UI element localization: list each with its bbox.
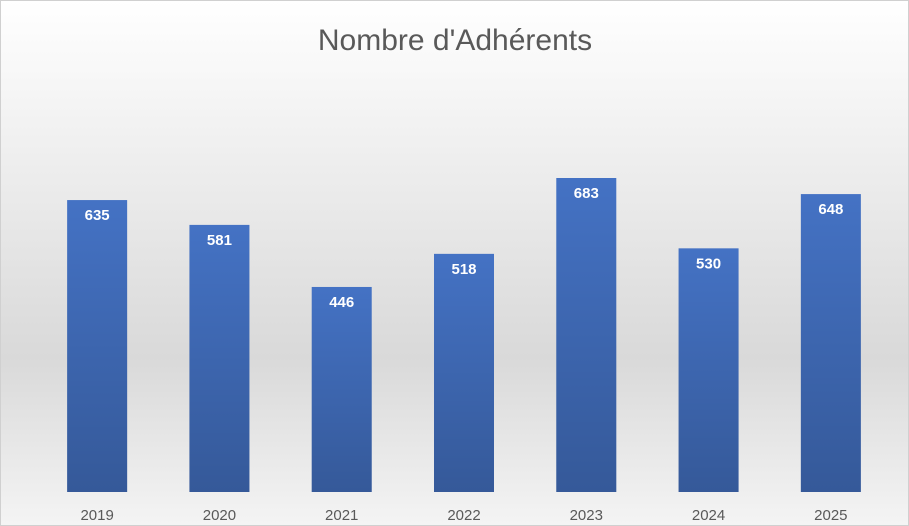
x-tick-label: 2024 — [692, 507, 725, 524]
bar — [311, 286, 372, 492]
x-tick-label: 2023 — [570, 507, 603, 524]
x-tick-label: 2021 — [325, 507, 358, 524]
x-tick-label: 2022 — [447, 507, 480, 524]
bar — [67, 200, 128, 492]
data-label: 518 — [451, 261, 476, 278]
x-tick-label: 2025 — [814, 507, 847, 524]
data-label: 446 — [329, 294, 354, 311]
data-label: 635 — [85, 207, 110, 224]
data-label: 581 — [207, 232, 232, 249]
data-label: 530 — [696, 255, 721, 272]
data-label: 648 — [818, 201, 843, 218]
bar — [434, 253, 494, 492]
bar — [556, 178, 617, 492]
data-label: 683 — [574, 185, 599, 202]
bar — [189, 224, 250, 492]
chart-title: Nombre d'Adhérents — [318, 24, 592, 57]
bar — [800, 194, 861, 493]
x-tick-label: 2020 — [203, 507, 236, 524]
x-tick-label: 2019 — [80, 507, 113, 524]
bar — [678, 248, 739, 492]
